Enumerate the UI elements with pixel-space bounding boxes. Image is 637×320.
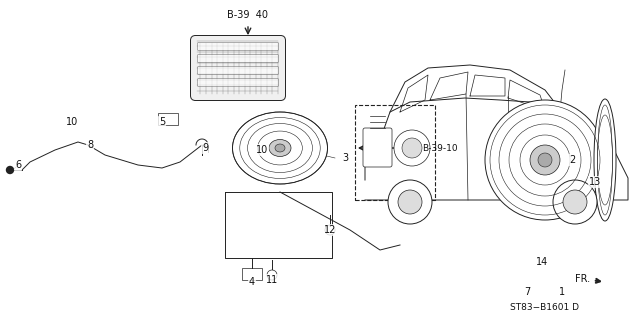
Circle shape xyxy=(394,130,430,166)
Text: B-39-10: B-39-10 xyxy=(422,143,457,153)
FancyBboxPatch shape xyxy=(190,36,285,100)
Text: 12: 12 xyxy=(324,225,336,235)
Text: 7: 7 xyxy=(524,287,530,297)
Circle shape xyxy=(402,138,422,158)
Text: 4: 4 xyxy=(249,277,255,287)
Circle shape xyxy=(267,270,277,280)
FancyBboxPatch shape xyxy=(197,43,278,51)
Circle shape xyxy=(563,190,587,214)
Ellipse shape xyxy=(275,144,285,152)
Text: ST83−B1601 D: ST83−B1601 D xyxy=(510,303,580,313)
Text: 6: 6 xyxy=(15,160,21,170)
Text: 10: 10 xyxy=(66,117,78,127)
Ellipse shape xyxy=(269,140,291,156)
Circle shape xyxy=(325,225,335,235)
Text: 11: 11 xyxy=(266,275,278,285)
Circle shape xyxy=(538,153,552,167)
Circle shape xyxy=(398,190,422,214)
Text: 9: 9 xyxy=(202,143,208,153)
Bar xyxy=(242,268,262,280)
Circle shape xyxy=(530,145,560,175)
Text: 2: 2 xyxy=(569,155,575,165)
Circle shape xyxy=(6,166,13,173)
Text: 5: 5 xyxy=(159,117,165,127)
FancyBboxPatch shape xyxy=(197,67,278,75)
Circle shape xyxy=(553,180,597,224)
Bar xyxy=(158,113,178,125)
Ellipse shape xyxy=(233,112,327,184)
Text: 3: 3 xyxy=(342,153,348,163)
FancyBboxPatch shape xyxy=(197,78,278,86)
Text: 10: 10 xyxy=(256,145,268,155)
Text: 14: 14 xyxy=(536,257,548,267)
Circle shape xyxy=(388,180,432,224)
Text: 1: 1 xyxy=(559,287,565,297)
Circle shape xyxy=(485,100,605,220)
FancyBboxPatch shape xyxy=(355,105,435,200)
FancyBboxPatch shape xyxy=(197,54,278,62)
Text: FR.: FR. xyxy=(575,274,600,284)
Text: 8: 8 xyxy=(87,140,93,150)
Text: B-39  40: B-39 40 xyxy=(227,10,269,20)
FancyBboxPatch shape xyxy=(363,128,392,167)
Ellipse shape xyxy=(594,99,616,221)
Text: 13: 13 xyxy=(589,177,601,187)
